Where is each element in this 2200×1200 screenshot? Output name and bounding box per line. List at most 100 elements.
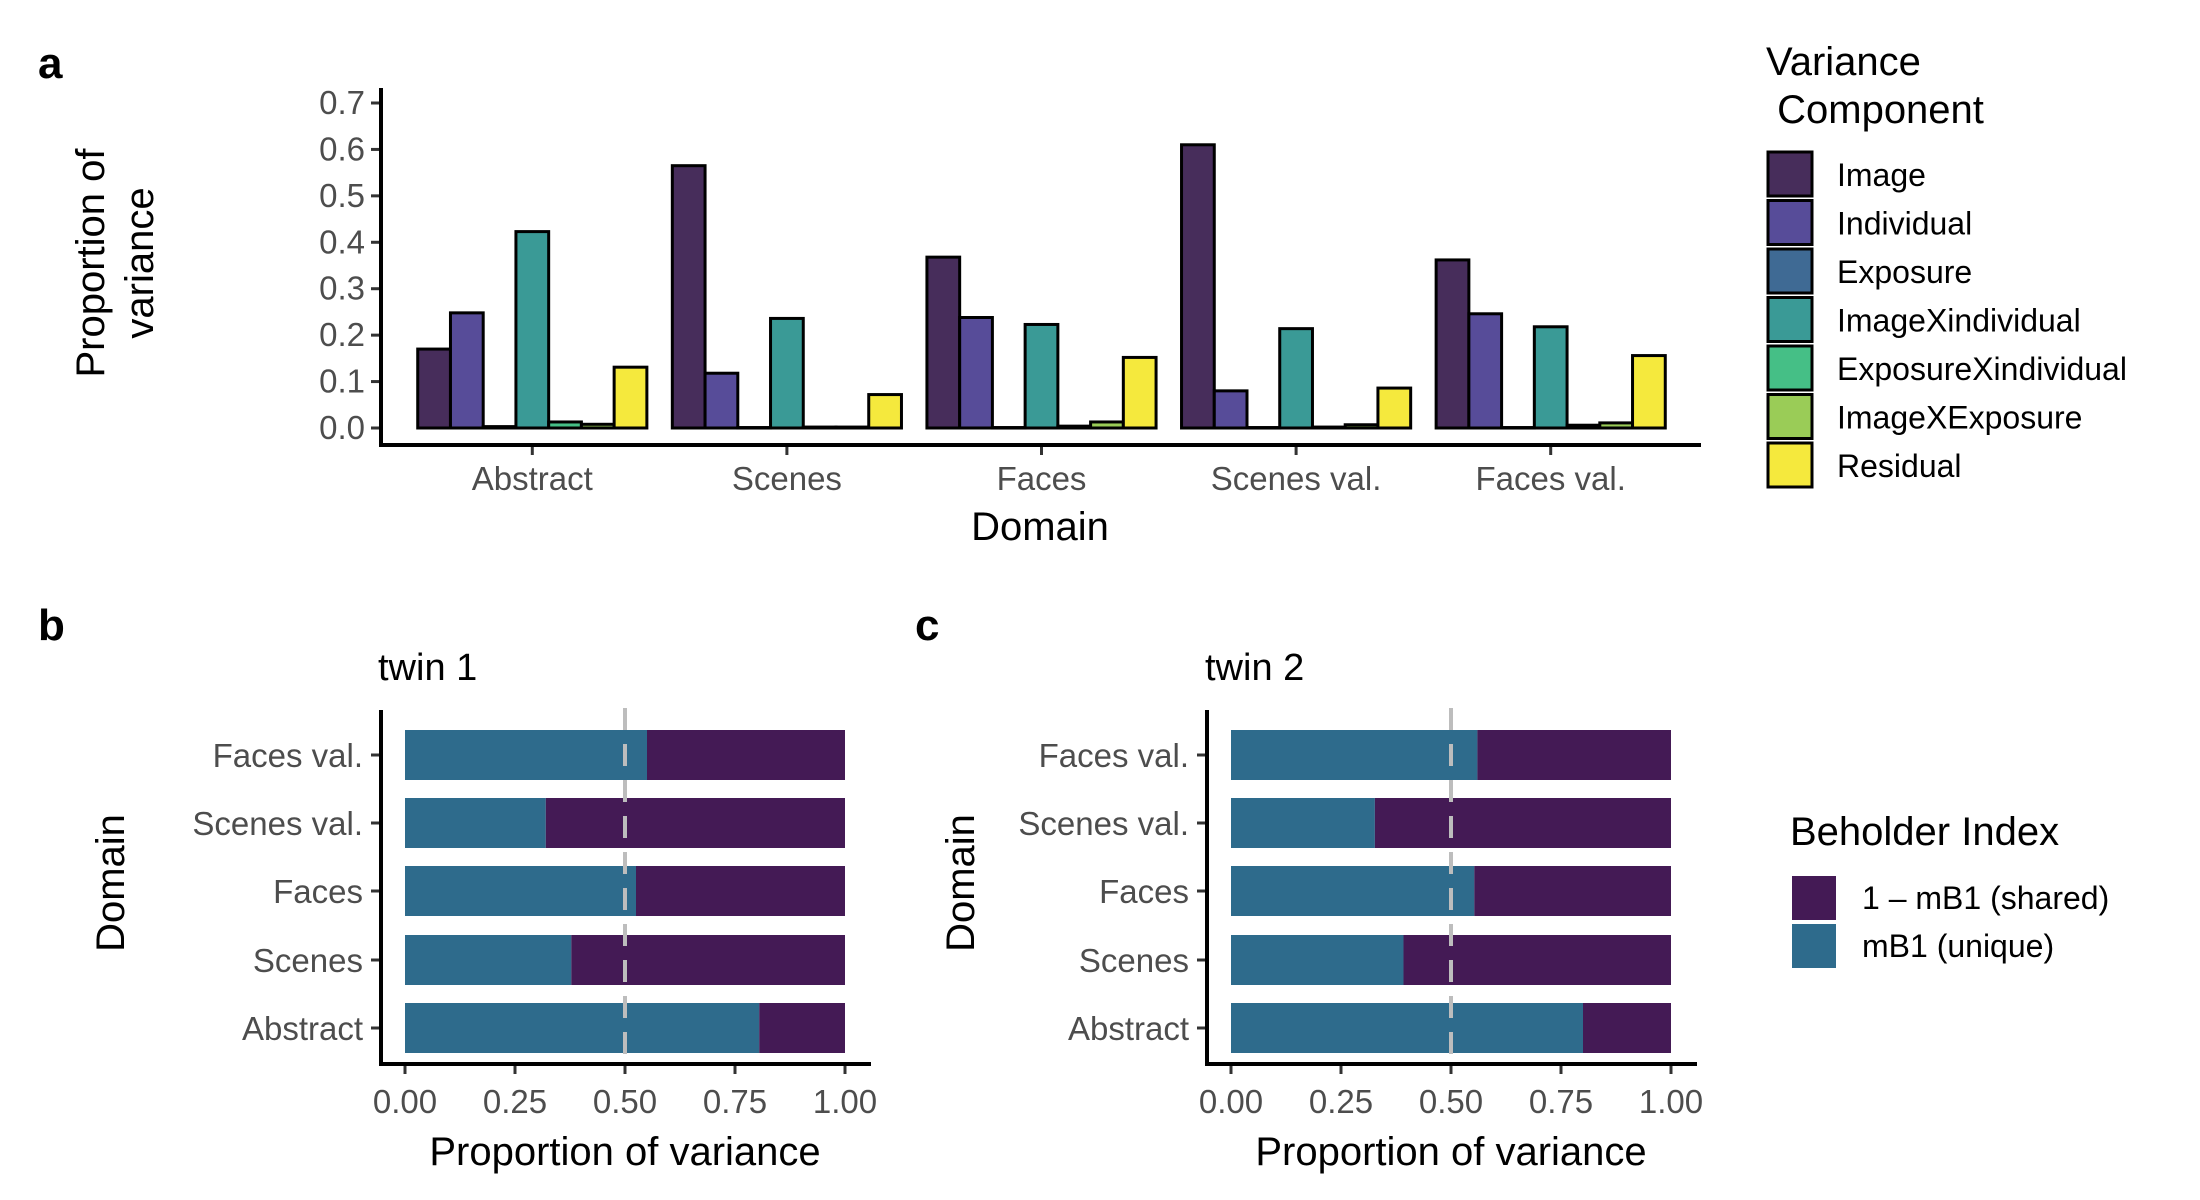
panel-b-bar-1-mb1-shared-faces-val	[647, 730, 845, 780]
panel-letter-b: b	[38, 601, 65, 650]
panel-a-y-tick-label: 0.5	[319, 177, 365, 214]
panel-c-x-tick-label: 0.50	[1419, 1083, 1483, 1120]
panel-a-y-tick-label: 0.0	[319, 409, 365, 446]
panel-c-bar-mb1-unique-scenes-val	[1231, 798, 1375, 848]
panel-c-y-tick-label: Faces	[1099, 873, 1189, 910]
panel-a-bar-chart: 0.0 0.1 0.2 0.3 0.4 0.5 0.6 0.7 Abstract Scenes F…	[69, 84, 1701, 549]
bar-exposure-abstract	[481, 425, 518, 430]
panel-b-y-tick-label: Faces val.	[213, 737, 363, 774]
panel-c-x-tick-label: 0.00	[1199, 1083, 1263, 1120]
legend-a-swatch-exposure	[1766, 247, 1814, 295]
legend-bc-label-1-mb1-shared: 1 – mB1 (shared)	[1862, 880, 2109, 916]
panel-b-x-tick-label: 0.75	[703, 1083, 767, 1120]
legend-a-label-residual: Residual	[1837, 448, 1962, 484]
panel-c-x-tick-label: 0.75	[1529, 1083, 1593, 1120]
panel-c-x-axis-title: Proportion of variance	[1255, 1130, 1646, 1174]
bar-individual-faces-val	[1467, 312, 1504, 430]
bar-image-faces	[925, 255, 962, 430]
legend-a-swatch-exposurexindividual	[1766, 344, 1814, 392]
panel-b-bar-mb1-unique-faces-val	[405, 730, 647, 780]
bar-exposure-scenes-val	[1245, 426, 1282, 430]
bar-exposure-faces	[990, 426, 1027, 430]
panel-b-twin1-chart: twin 1 0.00 0.25 0.50 0.75 1.00 Faces val. Sc…	[89, 647, 877, 1174]
panel-b-bar-mb1-unique-abstract	[405, 1003, 760, 1053]
panel-letter-c: c	[915, 601, 939, 650]
panel-a-x-tick-label: Scenes val.	[1211, 460, 1382, 497]
legend-a-swatch-imagexindividual	[1766, 296, 1814, 343]
legend-bc-label-mb1-unique: mB1 (unique)	[1862, 928, 2054, 964]
bar-image-scenes	[670, 164, 707, 430]
bar-imagexindividual-faces-val	[1532, 325, 1569, 430]
panel-a-y-axis-title-line1: Proportion of	[69, 148, 113, 378]
panel-b-x-tick-label: 0.00	[373, 1083, 437, 1120]
legend-bc-swatch-1-mb1-shared	[1792, 876, 1836, 920]
panel-a-bars	[416, 143, 1667, 430]
panel-b-bar-mb1-unique-faces	[405, 866, 636, 916]
legend-a-swatch-individual	[1766, 199, 1814, 246]
panel-b-y-tick-label: Scenes val.	[192, 805, 363, 842]
bar-residual-scenes-val	[1376, 386, 1413, 430]
bar-imagexexposure-abstract	[579, 422, 616, 430]
panel-c-x-tick-label: 1.00	[1639, 1083, 1703, 1120]
bar-exposurexindividual-scenes-val	[1310, 425, 1347, 430]
panel-c-bar-mb1-unique-faces	[1231, 866, 1475, 916]
panel-b-x-tick-label: 1.00	[813, 1083, 877, 1120]
panel-a-x-tick-label: Faces val.	[1476, 460, 1626, 497]
panel-c-bar-1-mb1-shared-abstract	[1583, 1003, 1671, 1053]
panel-b-bar-1-mb1-shared-scenes	[571, 935, 845, 985]
bar-exposure-faces-val	[1500, 426, 1536, 430]
panel-a-y-tick-label: 0.7	[319, 84, 365, 121]
panel-a-y-tick-label: 0.6	[319, 130, 365, 167]
bar-imagexindividual-scenes-val	[1278, 327, 1314, 430]
bar-imagexindividual-abstract	[514, 230, 551, 430]
panel-c-y-tick-label: Scenes	[1079, 942, 1189, 979]
panel-a-x-axis-title: Domain	[971, 505, 1109, 549]
panel-c-bar-1-mb1-shared-scenes	[1403, 935, 1671, 985]
bar-individual-faces	[958, 316, 994, 430]
bar-exposurexindividual-faces	[1056, 424, 1093, 430]
panel-c-y-tick-label: Scenes val.	[1018, 805, 1189, 842]
bar-individual-abstract	[448, 311, 485, 430]
panel-c-bar-1-mb1-shared-faces-val	[1477, 730, 1671, 780]
panel-b-x-tick-label: 0.50	[593, 1083, 657, 1120]
panel-c-x-tick-label: 0.25	[1309, 1083, 1373, 1120]
panel-b-y-tick-label: Scenes	[253, 942, 363, 979]
legend-a-label-exposure: Exposure	[1837, 254, 1972, 290]
panel-a-y-tick-label: 0.2	[319, 316, 365, 353]
panel-a-y-tick-label: 0.3	[319, 270, 365, 307]
panel-b-y-tick-label: Abstract	[242, 1010, 363, 1047]
beholder-index-legend: Beholder Index 1 – mB1 (shared) mB1 (uniq…	[1790, 810, 2109, 968]
bar-image-scenes-val	[1180, 143, 1216, 430]
panel-a-y-axis-title-line2: variance	[118, 187, 162, 338]
bar-imagexindividual-faces	[1023, 322, 1060, 430]
panel-a-y-ticks: 0.0 0.1 0.2 0.3 0.4 0.5 0.6 0.7	[319, 84, 381, 446]
panel-a-y-tick-label: 0.4	[319, 223, 365, 260]
legend-a-swatch-imagexexposure	[1766, 393, 1814, 440]
panel-a-y-tick-label: 0.1	[319, 363, 365, 400]
legend-a-label-exposurexindividual: ExposureXindividual	[1837, 351, 2127, 387]
panel-b-title: twin 1	[378, 647, 477, 689]
panel-letter-a: a	[38, 39, 63, 88]
bar-imagexexposure-faces	[1089, 420, 1125, 430]
panel-c-bar-mb1-unique-faces-val	[1231, 730, 1478, 780]
bar-residual-faces-val	[1631, 354, 1667, 430]
panel-c-y-axis-title: Domain	[939, 814, 983, 952]
legend-a-title-line2: Component	[1766, 88, 1984, 132]
legend-bc-swatch-mb1-unique	[1792, 924, 1836, 968]
panel-b-bar-mb1-unique-scenes	[405, 935, 572, 985]
panel-b-y-tick-label: Faces	[273, 873, 363, 910]
panel-b-bar-1-mb1-shared-abstract	[759, 1003, 845, 1053]
panel-b-bar-mb1-unique-scenes-val	[405, 798, 546, 848]
panel-a-x-tick-label: Scenes	[732, 460, 842, 497]
panel-c-bar-1-mb1-shared-faces	[1474, 866, 1671, 916]
bar-residual-scenes	[867, 393, 903, 430]
legend-a-label-imagexexposure: ImageXExposure	[1837, 400, 2082, 436]
variance-component-legend: Variance Component Image Individual Exposu…	[1766, 40, 2127, 489]
legend-a-label-imagexindividual: ImageXindividual	[1837, 303, 2081, 339]
bar-individual-scenes	[703, 371, 740, 430]
bar-imagexindividual-scenes	[769, 316, 805, 430]
panel-c-bar-1-mb1-shared-scenes-val	[1374, 798, 1671, 848]
bar-individual-scenes-val	[1212, 389, 1249, 430]
panel-c-bar-mb1-unique-scenes	[1231, 935, 1404, 985]
